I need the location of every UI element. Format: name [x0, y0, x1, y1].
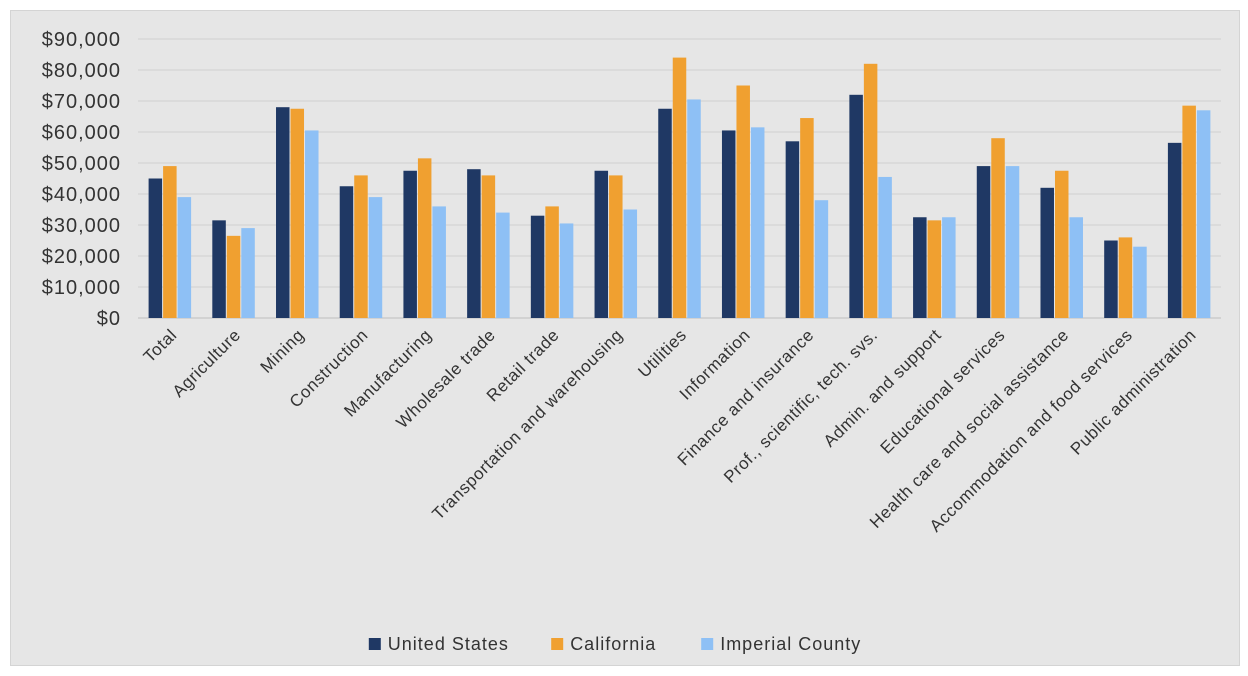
bar — [878, 176, 892, 318]
bar — [1118, 237, 1133, 318]
bar — [241, 228, 255, 318]
bar — [496, 212, 510, 318]
bar — [750, 127, 765, 318]
bar — [1005, 166, 1020, 318]
bar — [1040, 187, 1054, 318]
legend-item: Imperial County — [701, 634, 861, 654]
legend-swatch — [701, 638, 714, 650]
bar — [467, 169, 481, 318]
y-tick-label: $40,000 — [42, 184, 121, 206]
chart-frame: $0 $10,000 $20,000 $30,000 $40,000 $50,000 $60… — [10, 10, 1240, 666]
bar — [942, 217, 956, 318]
bar — [721, 130, 736, 318]
bar — [163, 166, 177, 318]
bar — [785, 141, 800, 318]
y-tick-label: $60,000 — [42, 122, 121, 144]
bar — [687, 99, 701, 318]
x-tick-label: Educational services — [877, 325, 1009, 457]
x-tick-label: Total — [140, 325, 181, 366]
legend-label: California — [570, 634, 656, 654]
y-tick-label: $80,000 — [42, 60, 121, 82]
bar — [1054, 170, 1069, 318]
bar — [913, 217, 927, 318]
y-tick-label: $70,000 — [42, 91, 121, 113]
bar — [226, 235, 241, 318]
bar — [609, 175, 623, 318]
bar — [368, 197, 383, 318]
bar — [148, 178, 163, 318]
x-tick-label: Public administration — [1067, 325, 1200, 458]
bar — [849, 94, 863, 318]
bars — [148, 57, 1211, 319]
bar — [736, 85, 750, 318]
y-tick-label: $50,000 — [42, 153, 121, 175]
bar — [814, 200, 829, 318]
bar — [1133, 246, 1147, 318]
y-tick-label: $90,000 — [42, 29, 121, 51]
y-axis-ticks: $0 $10,000 $20,000 $30,000 $40,000 $50,000 $60… — [42, 29, 121, 330]
y-tick-label: $20,000 — [42, 246, 121, 268]
bar — [658, 108, 672, 318]
bar — [1167, 142, 1182, 318]
y-tick-label: $0 — [97, 308, 121, 330]
bar — [672, 57, 687, 318]
x-tick-label: Admin. and support — [820, 325, 945, 450]
bar — [354, 175, 368, 318]
bar — [559, 223, 574, 318]
bar — [177, 197, 192, 318]
bar — [623, 209, 638, 318]
bar — [212, 220, 226, 318]
legend-item: California — [551, 634, 656, 654]
legend-swatch — [551, 638, 564, 650]
bar — [290, 108, 305, 318]
bar — [339, 186, 354, 318]
legend-swatch — [368, 638, 381, 650]
bar — [530, 215, 545, 318]
bar-chart: $0 $10,000 $20,000 $30,000 $40,000 $50,000 $60… — [42, 29, 1221, 654]
bar — [800, 118, 814, 318]
bar — [976, 166, 991, 318]
bar — [305, 130, 319, 318]
bar — [545, 206, 559, 318]
legend: United States California Imperial County — [368, 634, 861, 654]
legend-item: United States — [368, 634, 509, 654]
bar — [594, 170, 609, 318]
y-tick-label: $10,000 — [42, 277, 121, 299]
bar — [1196, 110, 1211, 318]
bar — [1069, 217, 1083, 318]
bar — [927, 220, 942, 318]
legend-label: United States — [388, 634, 509, 654]
x-tick-label: Agriculture — [169, 325, 245, 401]
legend-label: Imperial County — [720, 634, 861, 654]
bar — [1182, 105, 1196, 319]
bar — [1104, 240, 1118, 318]
x-tick-label: Utilities — [634, 325, 690, 381]
bar — [417, 158, 432, 318]
y-tick-label: $30,000 — [42, 215, 121, 237]
bar — [481, 175, 496, 318]
bar — [863, 63, 878, 318]
x-tick-label: Mining — [257, 325, 308, 376]
bar — [991, 138, 1005, 318]
bar — [403, 170, 417, 318]
bar — [432, 206, 446, 318]
bar — [276, 107, 290, 318]
